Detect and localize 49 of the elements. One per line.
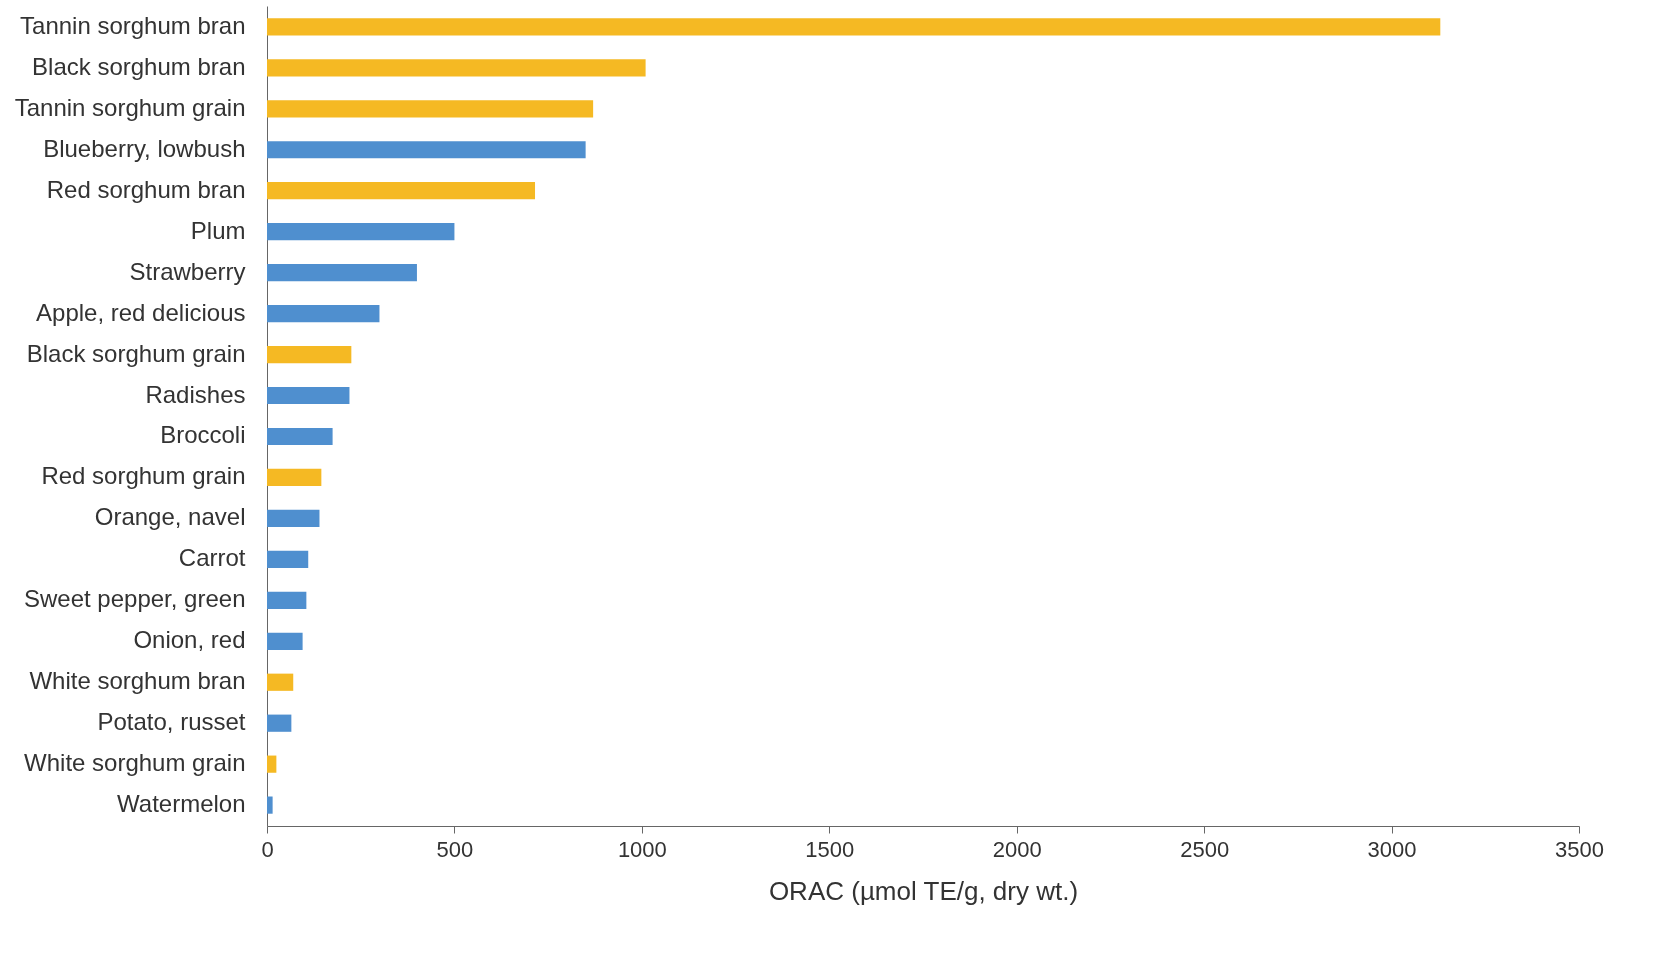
- y-tick-label: Black sorghum bran: [32, 52, 246, 80]
- bar: [267, 264, 417, 282]
- y-tick-label: Red sorghum grain: [41, 462, 246, 490]
- y-tick-label: Watermelon: [117, 790, 246, 818]
- x-tick-label: 1000: [617, 836, 667, 862]
- bar: [267, 714, 292, 732]
- bar: [267, 59, 646, 77]
- x-tick-label: 3500: [1555, 836, 1604, 862]
- y-tick-label: Plum: [190, 216, 246, 244]
- bar: [267, 632, 303, 650]
- x-tick-label: 3000: [1367, 836, 1417, 862]
- y-tick-label: Apple, red delicious: [36, 298, 246, 326]
- bar: [267, 141, 586, 159]
- y-tick-label: White sorghum bran: [29, 667, 246, 695]
- bar: [267, 18, 1441, 36]
- bar: [267, 345, 352, 364]
- y-tick-label: Onion, red: [133, 626, 246, 654]
- y-tick-label: Sweet pepper, green: [24, 585, 246, 613]
- bar: [267, 223, 455, 241]
- y-tick-label: White sorghum grain: [24, 749, 246, 777]
- y-tick-label: Strawberry: [129, 257, 246, 285]
- bar: [267, 182, 536, 200]
- y-tick-label: Radishes: [145, 380, 246, 408]
- y-tick-label: Blueberry, lowbush: [43, 134, 246, 162]
- y-tick-label: Carrot: [178, 544, 246, 572]
- bar: [267, 509, 320, 527]
- x-tick-label: 500: [436, 836, 474, 862]
- y-tick-label: Black sorghum grain: [26, 339, 246, 367]
- y-tick-label: Orange, navel: [94, 503, 246, 531]
- bar: [267, 100, 594, 118]
- bar: [267, 673, 294, 691]
- bar: [267, 591, 307, 609]
- bar: [267, 305, 380, 323]
- bar: [267, 427, 333, 446]
- y-tick-label: Tannin sorghum grain: [14, 93, 246, 121]
- bar: [267, 468, 322, 487]
- x-tick-label: 0: [261, 836, 274, 862]
- bar: [267, 386, 350, 405]
- bar: [267, 755, 277, 773]
- bar: [267, 550, 309, 568]
- bar: [267, 796, 273, 814]
- x-tick-label: 2000: [992, 836, 1042, 862]
- y-tick-label: Potato, russet: [97, 708, 246, 736]
- y-tick-label: Broccoli: [160, 421, 246, 449]
- y-tick-label: Tannin sorghum bran: [20, 11, 246, 39]
- x-axis-title: ORAC (µmol TE/g, dry wt.): [768, 875, 1079, 906]
- x-tick-label: 1500: [805, 836, 855, 862]
- x-tick-label: 2500: [1180, 836, 1230, 862]
- y-tick-label: Red sorghum bran: [46, 175, 246, 203]
